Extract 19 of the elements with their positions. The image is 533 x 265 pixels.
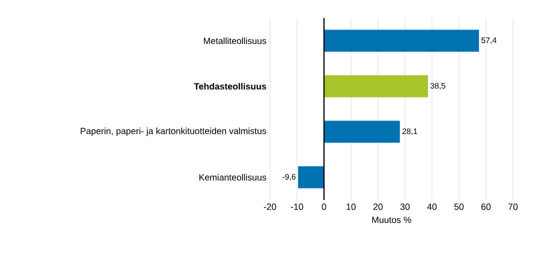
x-tick-label: 0 (322, 204, 326, 210)
bar (324, 75, 428, 98)
y-tick-label: Kemianteollisuus (199, 174, 266, 181)
x-tick-label: 40 (427, 204, 437, 210)
x-tick-label: 70 (508, 204, 518, 210)
bar (324, 120, 400, 143)
y-tick-label: Paperin, paperi- ja kartonkituotteiden valmistus (80, 128, 266, 136)
x-tick-label: 30 (400, 204, 410, 210)
y-tick-label: Metalliteollisuus (204, 37, 266, 44)
x-axis-title: Muutos % (372, 216, 412, 224)
x-tick-label: -20 (264, 204, 276, 210)
x-tick-label: -10 (290, 204, 304, 210)
x-tick-label: 50 (454, 204, 464, 210)
bar (298, 166, 324, 188)
x-tick-label: 60 (481, 204, 491, 210)
y-tick-label: Tehdasteollisuus (194, 82, 266, 90)
x-tick-label: 10 (346, 204, 356, 210)
bar (324, 30, 479, 52)
x-tick-label: 20 (373, 204, 383, 210)
